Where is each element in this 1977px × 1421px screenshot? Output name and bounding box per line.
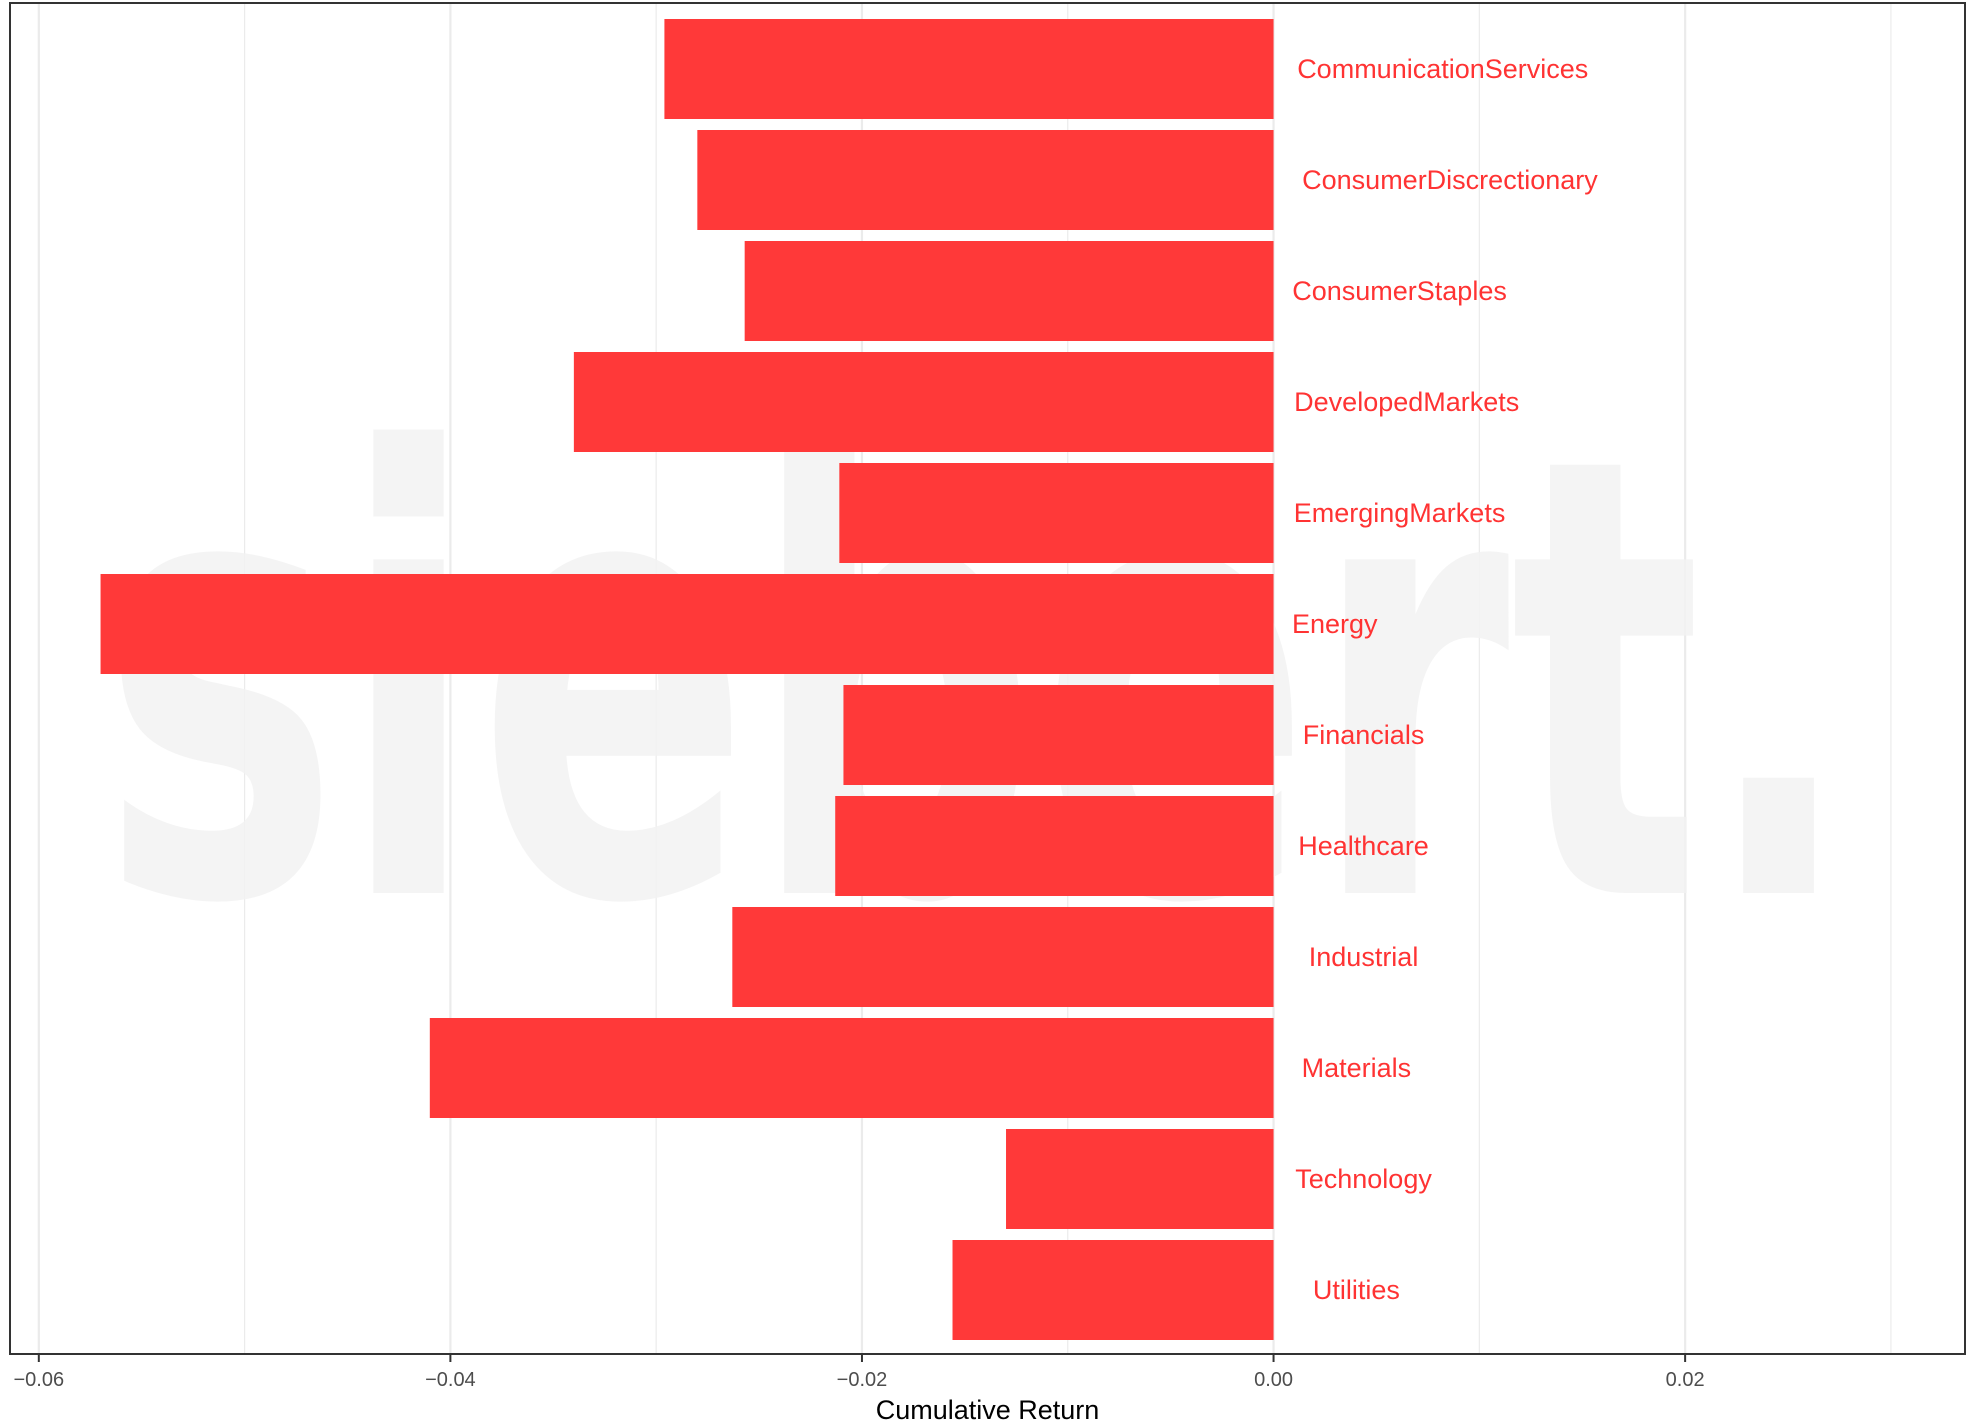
bar-label-Materials: Materials bbox=[1302, 1053, 1412, 1083]
bar-label-CommunicationServices: CommunicationServices bbox=[1297, 54, 1588, 84]
bar-label-Industrial: Industrial bbox=[1309, 942, 1419, 972]
bar-label-Energy: Energy bbox=[1292, 609, 1378, 639]
bar-label-Financials: Financials bbox=[1303, 720, 1425, 750]
bar-labels: Utilities Technology Materials Industrial He… bbox=[1292, 54, 1598, 1305]
x-tick-label-1: −0.04 bbox=[425, 1369, 476, 1391]
bar-Industrial bbox=[732, 907, 1274, 1007]
bar-CommunicationServices bbox=[664, 19, 1274, 119]
bar-Utilities bbox=[952, 1240, 1274, 1340]
bar-label-EmergingMarkets: EmergingMarkets bbox=[1294, 498, 1506, 528]
bar-label-Utilities: Utilities bbox=[1313, 1275, 1400, 1305]
bar-Technology bbox=[1006, 1129, 1274, 1229]
bar-label-DevelopedMarkets: DevelopedMarkets bbox=[1294, 387, 1519, 417]
bar-EmergingMarkets bbox=[839, 463, 1274, 563]
x-axis-title: Cumulative Return bbox=[876, 1395, 1100, 1421]
x-axis: −0.06 −0.04 −0.02 0.00 0.02 bbox=[14, 1354, 1705, 1391]
bar-ConsumerStaples bbox=[744, 241, 1274, 341]
bar-label-Technology: Technology bbox=[1295, 1164, 1432, 1194]
panel-border bbox=[9, 2, 1966, 1355]
x-tick-label-3: 0.00 bbox=[1254, 1369, 1293, 1391]
x-tick-label-0: −0.06 bbox=[14, 1369, 65, 1391]
bar-Energy bbox=[100, 574, 1274, 674]
bar-ConsumerDiscrectionary bbox=[697, 130, 1274, 230]
bar-Materials bbox=[429, 1018, 1274, 1118]
bar-Healthcare bbox=[835, 796, 1274, 896]
x-tick-label-4: 0.02 bbox=[1666, 1369, 1705, 1391]
bar-DevelopedMarkets bbox=[573, 352, 1274, 452]
bar-label-Healthcare: Healthcare bbox=[1298, 831, 1429, 861]
bar-Financials bbox=[843, 685, 1274, 785]
x-tick-label-2: −0.02 bbox=[837, 1369, 888, 1391]
bars bbox=[100, 19, 1274, 1340]
bar-label-ConsumerDiscrectionary: ConsumerDiscrectionary bbox=[1302, 165, 1598, 195]
bar-label-ConsumerStaples: ConsumerStaples bbox=[1292, 276, 1507, 306]
